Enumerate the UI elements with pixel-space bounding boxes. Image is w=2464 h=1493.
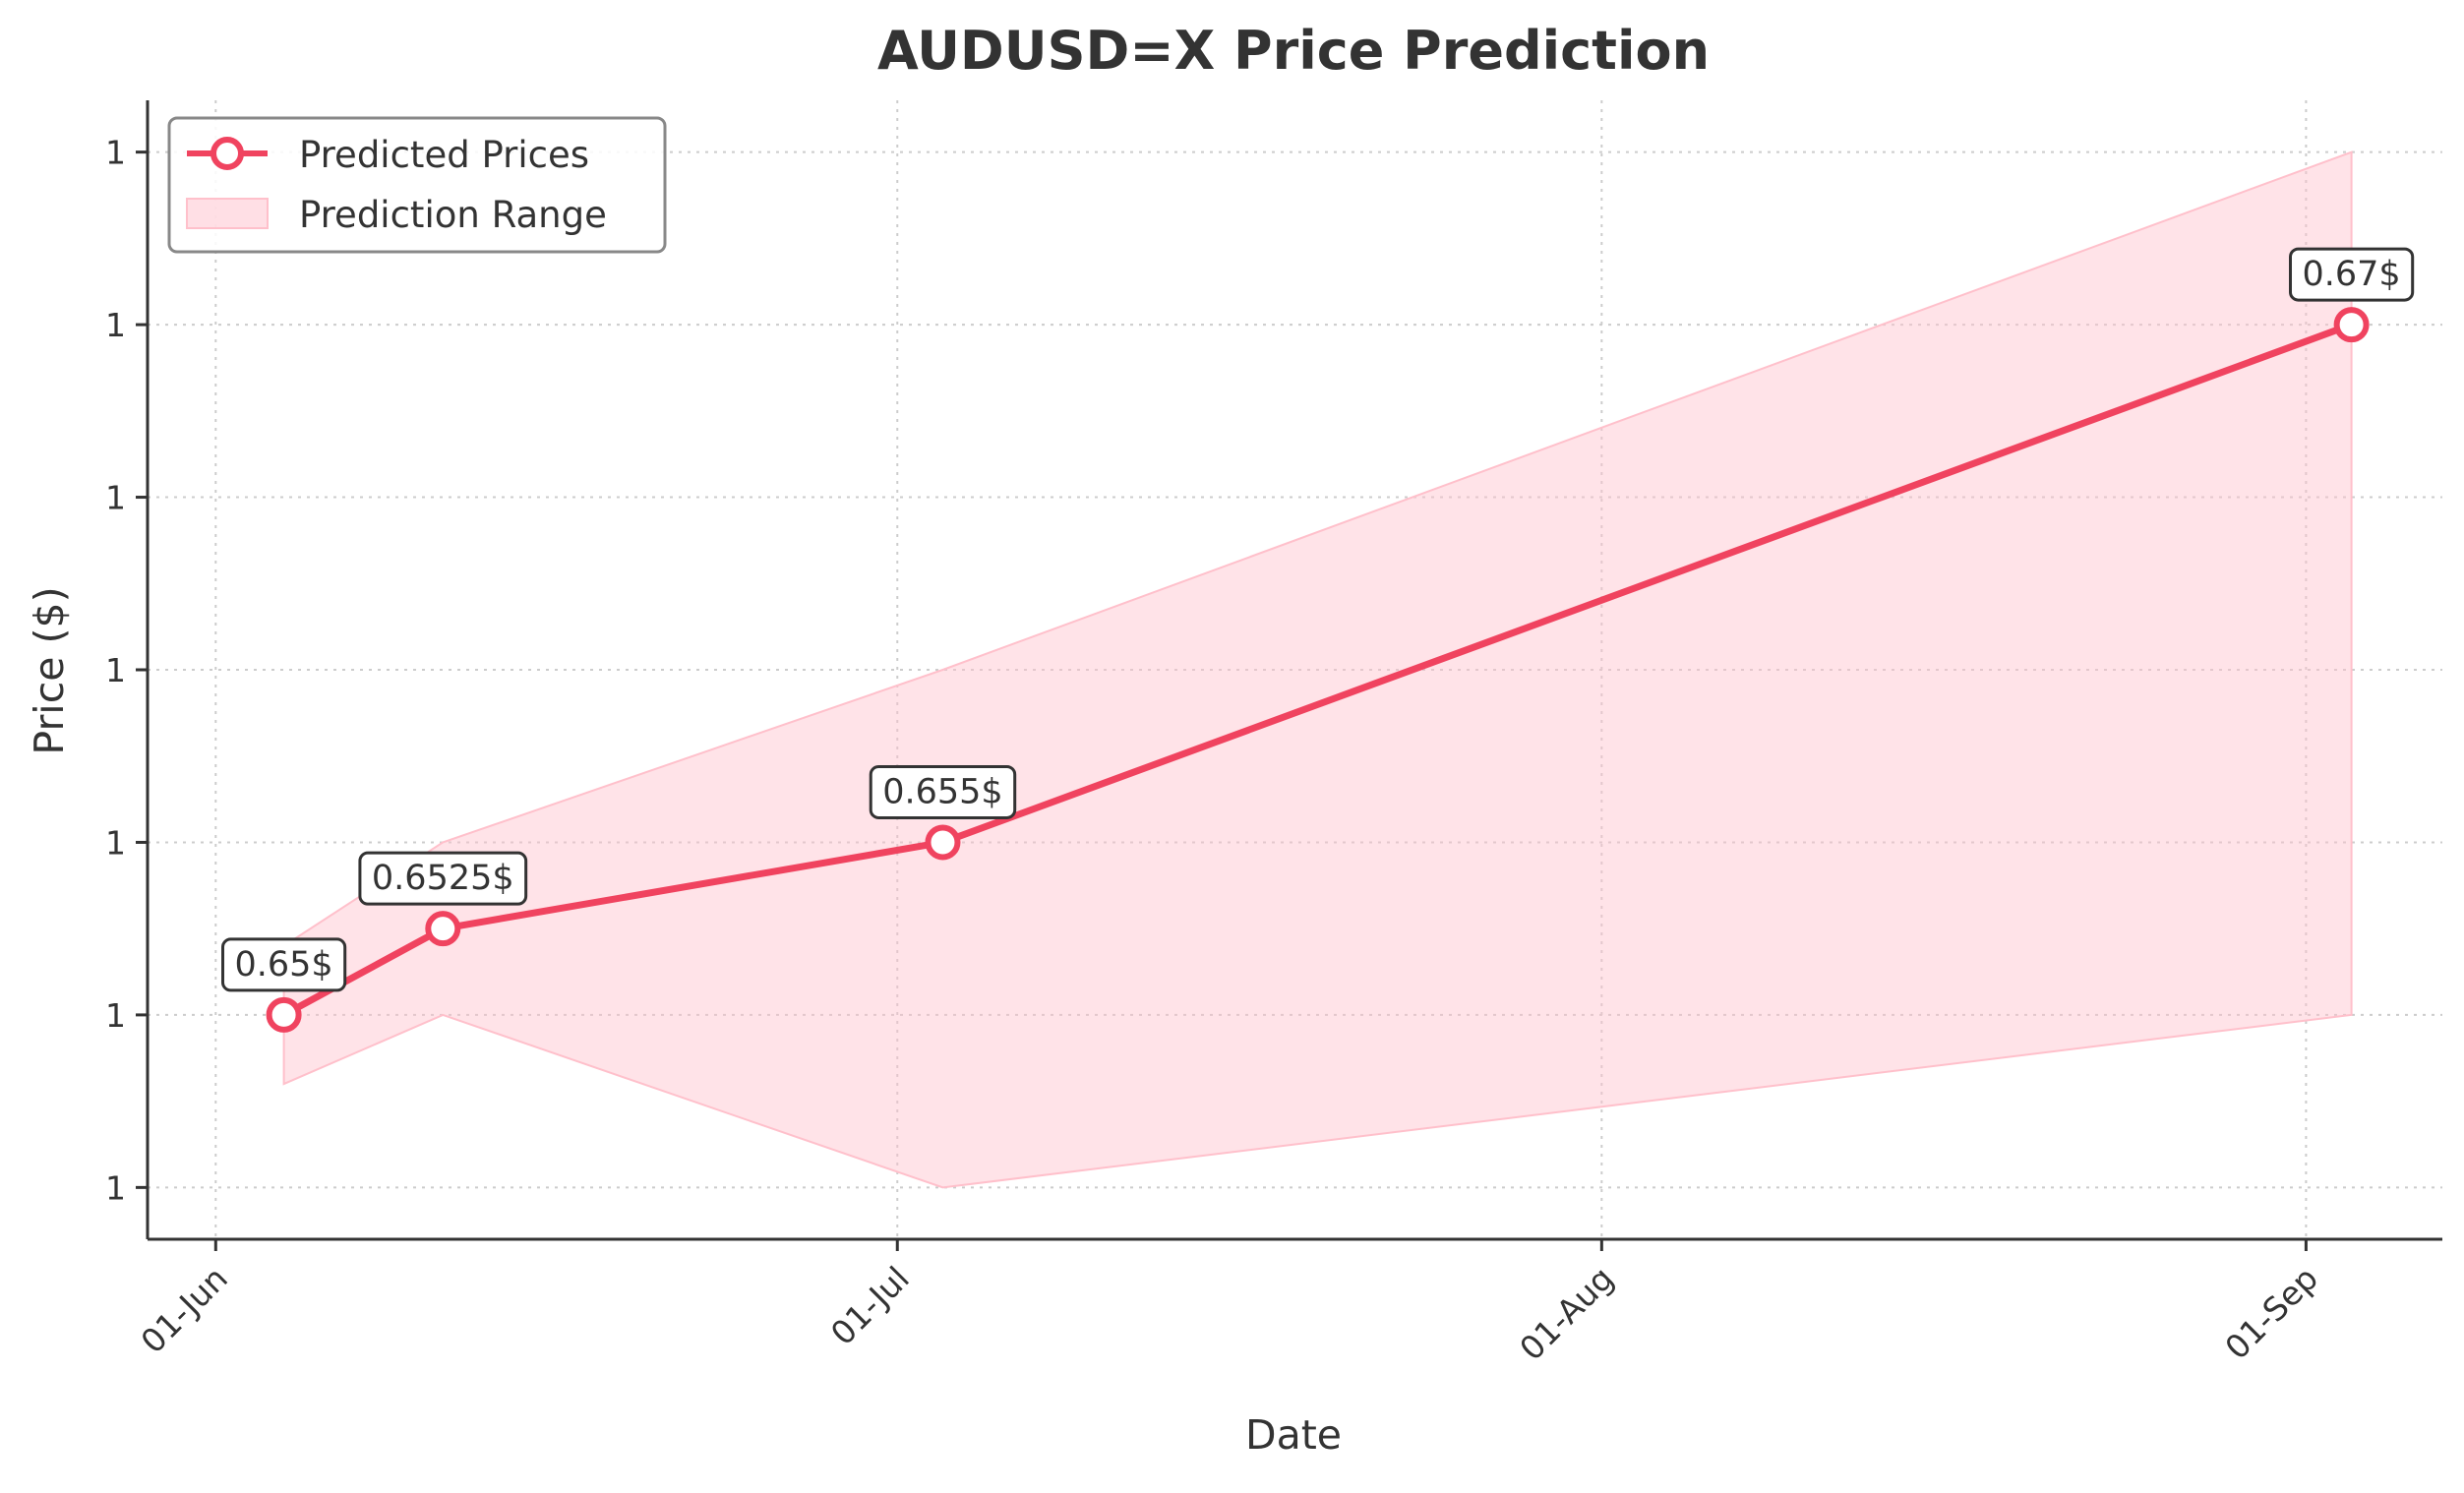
data-label-text-2: 0.655$ (882, 772, 1002, 811)
legend-frame (167, 116, 667, 254)
x-axis-label: Date (1245, 1411, 1342, 1459)
data-label-2: 0.655$ (869, 764, 1017, 819)
predicted-line-layer (281, 321, 2353, 1018)
legend-entry-predicted-prices: Predicted Prices (299, 134, 589, 176)
data-label-box-1 (358, 851, 528, 906)
data-label-text-0: 0.65$ (234, 945, 332, 985)
y-axis-ticks: 1 1 1 1 1 1 1 (105, 134, 148, 1207)
y-tick-label-4: 1 (105, 479, 126, 517)
data-label-box-2 (869, 764, 1017, 819)
x-tick-label-3: 01-Sep (2217, 1259, 2325, 1367)
y-tick-label-0: 1 (105, 1168, 126, 1207)
data-point-3 (2333, 307, 2370, 343)
data-label-box-3 (2289, 247, 2415, 302)
data-point-1 (425, 911, 461, 947)
prediction-range-band (282, 150, 2353, 1189)
grid-lines (148, 100, 2442, 1239)
data-label-0: 0.65$ (220, 937, 347, 992)
data-label-box-0 (220, 937, 347, 992)
y-tick-label-3: 1 (105, 651, 126, 689)
x-tick-label-0: 01-Jun (133, 1259, 234, 1360)
prediction-range-layer (282, 150, 2353, 1189)
data-labels-layer: 0.65$ 0.6525$ 0.655$ 0.67$ (220, 247, 2415, 992)
data-point-0 (266, 996, 302, 1033)
x-tick-label-1: 01-Jul (823, 1259, 917, 1352)
y-tick-label-5: 1 (105, 306, 126, 344)
legend-marker-swatch (210, 137, 244, 170)
y-axis-label: Price ($) (26, 586, 73, 754)
legend-entry-prediction-range: Prediction Range (299, 194, 607, 236)
data-label-text-3: 0.67$ (2303, 255, 2401, 294)
x-axis-ticks: 01-Jun 01-Jul 01-Aug 01-Sep (133, 1239, 2325, 1368)
data-label-text-1: 0.6525$ (372, 859, 514, 898)
data-label-1: 0.6525$ (358, 851, 528, 906)
predicted-prices-line (281, 321, 2353, 1018)
x-tick-label-2: 01-Aug (1512, 1259, 1621, 1368)
data-points-layer (266, 307, 2370, 1033)
chart-title: AUDUSD=X Price Prediction (877, 20, 1710, 82)
data-label-3: 0.67$ (2289, 247, 2415, 302)
legend-band-swatch (186, 198, 269, 229)
data-point-2 (925, 824, 961, 861)
y-tick-label-6: 1 (105, 134, 126, 172)
y-tick-label-2: 1 (105, 823, 126, 862)
y-tick-label-1: 1 (105, 996, 126, 1035)
legend: Predicted Prices Prediction Range (167, 116, 667, 254)
